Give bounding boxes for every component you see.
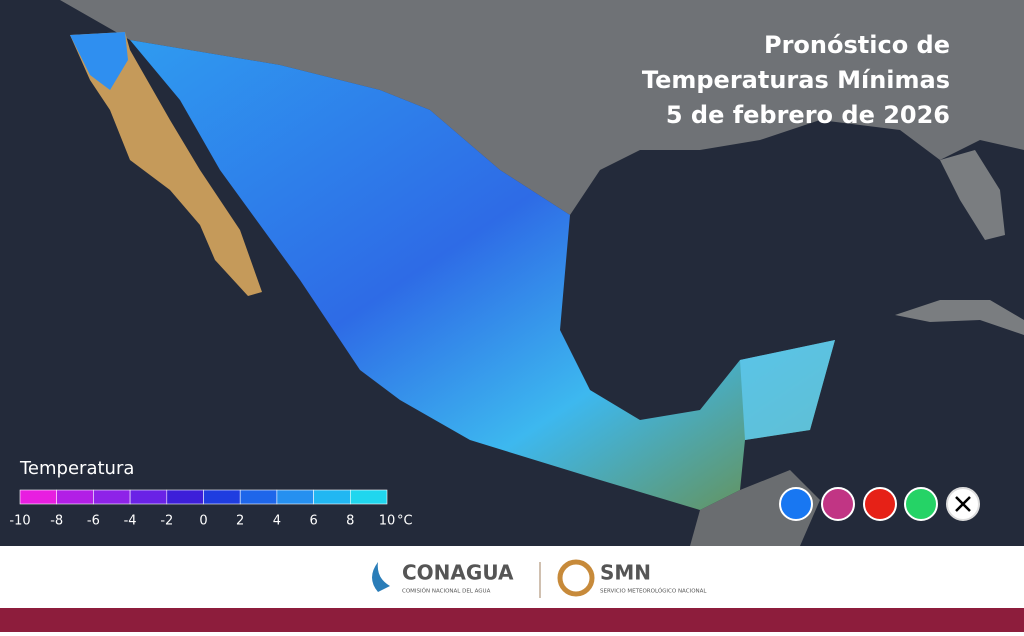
legend-title: Temperatura bbox=[19, 458, 134, 479]
legend-swatch bbox=[129, 489, 168, 505]
mexico-mainland bbox=[130, 40, 835, 510]
north-america-land bbox=[0, 0, 1024, 215]
legend-swatch bbox=[349, 489, 388, 505]
org-subtitle: SERVICIO METEOROLÓGICO NACIONAL bbox=[600, 588, 707, 595]
facebook-icon[interactable] bbox=[779, 487, 813, 521]
florida bbox=[940, 150, 1005, 240]
youtube-icon[interactable] bbox=[863, 487, 897, 521]
org-name: CONAGUA bbox=[402, 561, 514, 585]
legend-swatch bbox=[166, 489, 204, 505]
footer bbox=[0, 546, 1024, 608]
org-name: SMN bbox=[600, 561, 651, 585]
baja-california bbox=[70, 32, 262, 296]
whatsapp-icon[interactable] bbox=[904, 487, 938, 521]
legend-swatch bbox=[276, 489, 314, 505]
legend-swatch bbox=[56, 489, 94, 505]
legend-swatch bbox=[313, 489, 351, 505]
baja-cold-area bbox=[70, 32, 128, 90]
title-line: Pronóstico de bbox=[764, 31, 950, 59]
legend-tick-label: -10 bbox=[9, 514, 30, 529]
legend-tick-label: -8 bbox=[50, 514, 63, 529]
central-america bbox=[690, 470, 820, 546]
social-icons bbox=[779, 487, 980, 521]
legend-tick-label: 0 bbox=[199, 514, 207, 529]
cuba bbox=[895, 300, 1024, 335]
x-glyph bbox=[955, 496, 971, 512]
legend-tick-label: -2 bbox=[160, 514, 173, 529]
legend-swatch bbox=[203, 489, 241, 505]
footer-band bbox=[0, 608, 1024, 632]
legend-tick-label: -6 bbox=[87, 514, 100, 529]
legend-tick-label: 6 bbox=[309, 514, 317, 529]
smn-logo bbox=[557, 559, 595, 597]
org-subtitle: COMISIÓN NACIONAL DEL AGUA bbox=[402, 588, 491, 595]
title-line: 5 de febrero de 2026 bbox=[666, 101, 950, 129]
legend: -10 -8 -6 -4 -2 0 2 4 6 8 10 °C bbox=[9, 489, 413, 529]
title-line: Temperaturas Mínimas bbox=[642, 66, 950, 94]
legend-swatch bbox=[239, 489, 278, 505]
legend-swatch bbox=[93, 489, 131, 505]
legend-unit: °C bbox=[397, 514, 413, 529]
instagram-icon[interactable] bbox=[821, 487, 855, 521]
legend-tick-label: 10 bbox=[379, 514, 396, 529]
legend-swatch bbox=[19, 489, 58, 505]
conagua-logo bbox=[372, 562, 390, 592]
legend-tick-label: -4 bbox=[124, 514, 137, 529]
yucatan bbox=[740, 340, 835, 440]
legend-tick-label: 4 bbox=[273, 514, 281, 529]
legend-tick-label: 8 bbox=[346, 514, 354, 529]
legend-tick-label: 2 bbox=[236, 514, 244, 529]
